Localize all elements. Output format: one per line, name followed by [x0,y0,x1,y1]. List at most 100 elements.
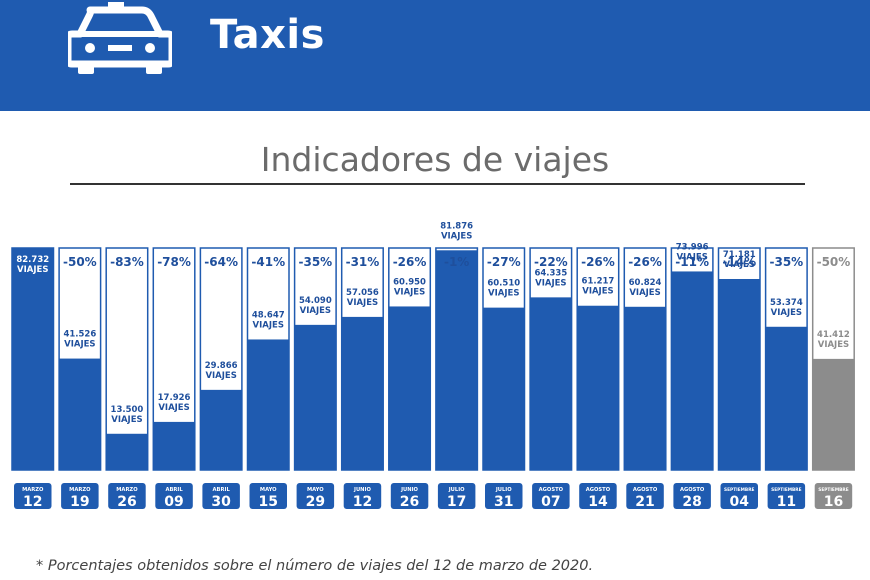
bar [247,339,289,470]
bar [435,250,478,470]
date-day: 04 [730,494,750,510]
date-month: MARZO [116,487,138,493]
date-day: 26 [400,494,419,510]
unit-label: VIAJES [111,415,142,425]
date-badge [249,483,287,509]
footnote: * Porcentajes obtenidos sobre el número … [36,558,594,574]
date-month: MAYO [307,487,324,493]
date-badge [108,483,146,509]
date-badge [437,483,476,509]
percent-label: -1% [444,255,469,269]
value-label: 71.181 [723,250,756,260]
bar [671,271,713,470]
unit-label: VIAJES [535,278,566,288]
date-day: 31 [494,494,513,510]
bar [718,278,760,470]
date-badge [155,483,193,509]
percent-label: -26% [628,255,662,269]
percent-label: -14% [722,255,756,269]
date-badge [814,483,853,509]
value-label: 82.732 [16,255,49,265]
unit-label: VIAJES [582,287,613,297]
header-banner: Taxis [0,0,870,111]
date-day: 07 [541,494,560,510]
bar [483,307,525,470]
percent-label: -78% [157,255,191,269]
value-label: 13.500 [111,405,144,415]
date-month: MARZO [22,487,44,493]
percent-label: -26% [581,255,615,269]
date-badge [343,483,382,509]
unit-label: VIAJES [488,289,519,299]
date-day: 12 [23,494,42,510]
date-day: 12 [353,494,372,510]
date-badge [296,483,335,509]
date-day: 30 [211,494,231,510]
unit-label: VIAJES [17,265,48,275]
date-month: AGOSTO [539,487,564,493]
unit-label: VIAJES [158,403,189,413]
unit-label: VIAJES [724,260,755,270]
date-month: JULIO [495,487,512,493]
percent-label: -26% [393,255,427,269]
date-day: 21 [635,494,654,510]
value-label: 53.374 [770,298,803,308]
percent-label: -50% [63,255,97,269]
value-label: 17.926 [158,393,191,403]
percent-label: -64% [204,255,238,269]
value-label: 29.866 [205,361,238,371]
date-day: 17 [447,494,466,510]
header-title: Taxis [210,12,325,58]
percent-label: -35% [298,255,332,269]
bar [577,305,619,470]
percent-label: -50% [817,255,851,269]
date-month: SEPTIEMBRE [818,487,849,493]
date-day: 19 [70,494,89,510]
value-label: 54.090 [299,296,332,306]
value-label: 48.647 [252,310,285,320]
value-label: 64.335 [534,268,567,278]
date-month: AGOSTO [633,487,658,493]
value-label: 73.996 [676,242,709,252]
bar [341,316,384,470]
bar [59,358,101,470]
bar-chart: 82.732VIAJESMARZO12-50%41.526VIAJESMARZO… [11,221,855,510]
date-day: 28 [682,494,701,510]
date-badge [532,483,570,509]
date-month: MARZO [69,487,91,493]
value-label: 60.510 [487,279,520,289]
value-label: 61.217 [582,277,615,287]
percent-label: -41% [251,255,285,269]
date-badge [485,483,523,509]
bar [153,421,195,470]
unit-label: VIAJES [347,298,378,308]
date-day: 09 [164,494,183,510]
taxi-icon [68,2,172,74]
unit-label: VIAJES [676,252,707,262]
date-badge [767,483,806,509]
unit-label: VIAJES [629,288,660,298]
date-badge [61,483,99,509]
date-day: 29 [306,494,325,510]
percent-label: -11% [675,255,709,269]
chart-title: Indicadores de viajes [260,140,610,179]
date-badge [390,483,429,509]
date-badge [202,483,240,509]
bar [106,433,148,470]
unit-label: VIAJES [64,340,95,350]
date-badge [14,483,52,509]
date-day: 11 [777,494,796,510]
unit-label: VIAJES [771,308,802,318]
value-label: 41.526 [63,330,96,340]
date-badge [673,483,711,509]
date-month: JUNIO [400,487,418,493]
date-day: 16 [824,494,843,510]
date-badge [720,483,758,509]
bar [12,248,54,470]
percent-label: -83% [110,255,144,269]
percent-label: -27% [487,255,521,269]
unit-label: VIAJES [818,340,849,350]
value-label: 60.950 [393,277,426,287]
date-day: 26 [117,494,136,510]
bar [765,326,808,470]
